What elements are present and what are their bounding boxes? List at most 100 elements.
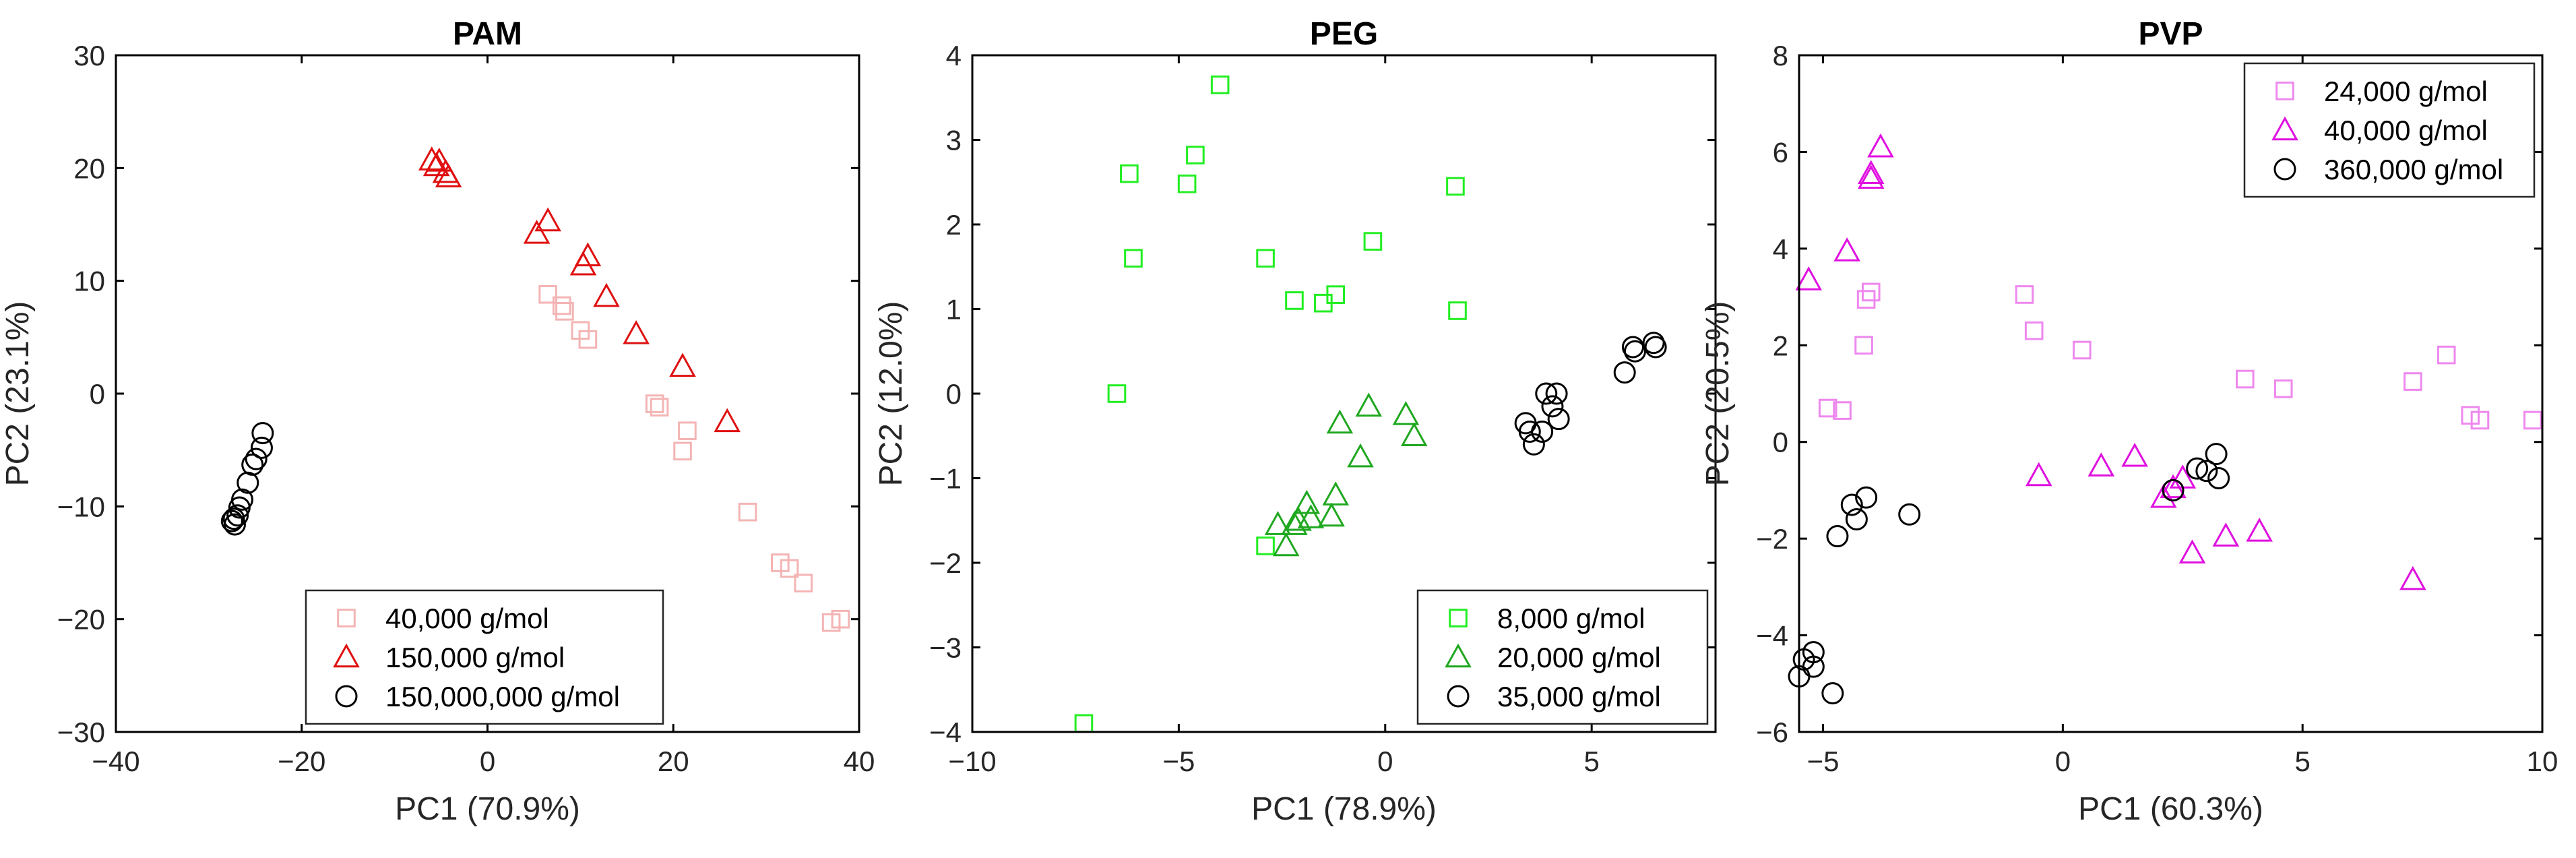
data-point-square: [2470, 410, 2490, 430]
data-point-triangle: [1318, 502, 1345, 527]
data-point-triangle: [523, 220, 551, 244]
y-tick-label: 4: [1773, 233, 1788, 265]
data-point-triangle: [2399, 565, 2426, 590]
data-point-triangle: [1857, 164, 1885, 189]
data-point-square: [1177, 174, 1197, 193]
data-point-square: [2024, 321, 2044, 340]
x-tick-label: 0: [480, 745, 495, 777]
data-point-square: [2273, 379, 2293, 398]
data-point-square: [1256, 249, 1275, 268]
data-point-square: [645, 394, 664, 413]
data-point-circle: [2162, 479, 2185, 501]
data-point-triangle: [2246, 518, 2273, 542]
series-triangle: [1264, 392, 1428, 557]
y-tick-label: 6: [1773, 136, 1788, 168]
data-point-triangle: [714, 408, 741, 433]
data-point-circle: [2205, 443, 2228, 466]
legend-label: 150,000,000 g/mol: [385, 681, 620, 712]
data-point-square: [555, 302, 574, 321]
data-point-square: [650, 398, 669, 417]
legend-marker-triangle: [2271, 116, 2298, 141]
data-point-triangle: [1400, 422, 1428, 447]
chart-panel-pvp: PVP PC1 (60.3%) PC2 (20.5%) −5 0 5 10 −6 −4 −2…: [1700, 16, 2558, 827]
series-square: [538, 284, 850, 632]
data-point-circle: [2195, 460, 2218, 483]
legend-marker-circle: [1447, 685, 1470, 708]
data-point-circle: [1547, 408, 1570, 431]
y-tick-label: −20: [57, 604, 105, 636]
data-point-square: [2523, 410, 2542, 430]
series-triangle: [418, 146, 741, 433]
data-point-triangle: [1355, 392, 1383, 417]
data-point-circle: [1531, 420, 1554, 443]
data-point-circle: [228, 496, 251, 519]
x-tick-label: −5: [1807, 745, 1840, 777]
legend-label: 150,000 g/mol: [385, 642, 565, 673]
data-point-square: [738, 502, 757, 522]
data-point-circle: [1522, 433, 1545, 456]
series-triangle: [1795, 133, 2426, 590]
data-point-triangle: [435, 163, 462, 188]
data-point-square: [678, 421, 697, 441]
data-point-triangle: [669, 353, 696, 377]
legend-marker-triangle: [333, 643, 360, 668]
legend-marker-circle: [335, 685, 358, 708]
data-point-circle: [2186, 457, 2209, 480]
data-point-circle: [251, 422, 274, 445]
legend-marker-square: [2275, 82, 2294, 100]
data-point-square: [538, 284, 557, 304]
chart-title: PVP: [2138, 16, 2203, 52]
data-point-circle: [226, 504, 249, 527]
x-tick-label: 20: [658, 745, 689, 777]
data-point-circle: [1535, 382, 1558, 405]
data-point-square: [1210, 75, 1230, 94]
y-tick-label: 0: [90, 378, 105, 410]
x-tick-label: 5: [1583, 745, 1599, 777]
legend-label: 35,000 g/mol: [1497, 681, 1661, 712]
data-point-triangle: [574, 242, 602, 267]
y-tick-label: 8: [1773, 40, 1788, 71]
data-point-triangle: [2178, 539, 2206, 563]
data-point-circle: [1840, 493, 1863, 516]
data-point-square: [673, 441, 692, 461]
data-points: [1788, 133, 2542, 705]
y-tick-label: 10: [73, 266, 105, 297]
data-point-square: [1285, 291, 1304, 310]
y-tick-label: −4: [929, 716, 962, 748]
x-tick-label: −10: [948, 745, 996, 777]
data-point-circle: [1845, 508, 1868, 530]
data-point-circle: [220, 510, 243, 532]
data-point-circle: [223, 513, 246, 536]
data-point-square: [1326, 285, 1346, 304]
series-circle: [220, 422, 274, 536]
chart-title: PEG: [1310, 16, 1378, 52]
data-point-square: [553, 296, 571, 315]
data-point-triangle: [1264, 511, 1292, 535]
data-point-square: [1107, 384, 1127, 403]
y-tick-label: 2: [946, 209, 962, 241]
data-point-triangle: [1281, 511, 1308, 535]
legend: 24,000 g/mol 40,000 g/mol 360,000 g/mol: [2243, 62, 2536, 198]
data-point-square: [1446, 177, 1465, 196]
y-tick-label: 4: [946, 40, 962, 71]
legend-marker-circle: [2273, 158, 2296, 181]
x-tick-label: 10: [2527, 745, 2558, 777]
chart-panel-pam: PAM PC1 (70.9%) PC2 (23.1%) −40 −20 0 20 40 −…: [0, 16, 875, 827]
y-tick-label: −4: [1756, 620, 1788, 652]
data-point-square: [2073, 340, 2092, 360]
data-point-square: [2461, 406, 2480, 425]
data-point-circle: [1855, 486, 1878, 509]
data-point-square: [1186, 146, 1205, 164]
data-point-circle: [245, 448, 268, 470]
y-tick-label: −3: [929, 632, 962, 664]
legend-marker-triangle: [1445, 643, 1472, 668]
data-point-circle: [1613, 361, 1636, 384]
data-point-square: [1856, 290, 1876, 309]
data-point-triangle: [1392, 401, 1420, 425]
data-point-triangle: [2087, 452, 2115, 477]
data-point-triangle: [418, 146, 445, 171]
data-point-square: [2437, 345, 2456, 365]
y-tick-label: 20: [73, 152, 105, 184]
data-point-square: [2236, 369, 2255, 389]
data-point-circle: [1518, 420, 1541, 443]
